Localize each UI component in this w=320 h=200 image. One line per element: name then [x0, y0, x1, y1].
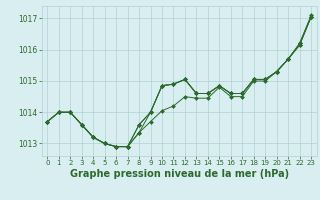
X-axis label: Graphe pression niveau de la mer (hPa): Graphe pression niveau de la mer (hPa) — [70, 169, 289, 179]
